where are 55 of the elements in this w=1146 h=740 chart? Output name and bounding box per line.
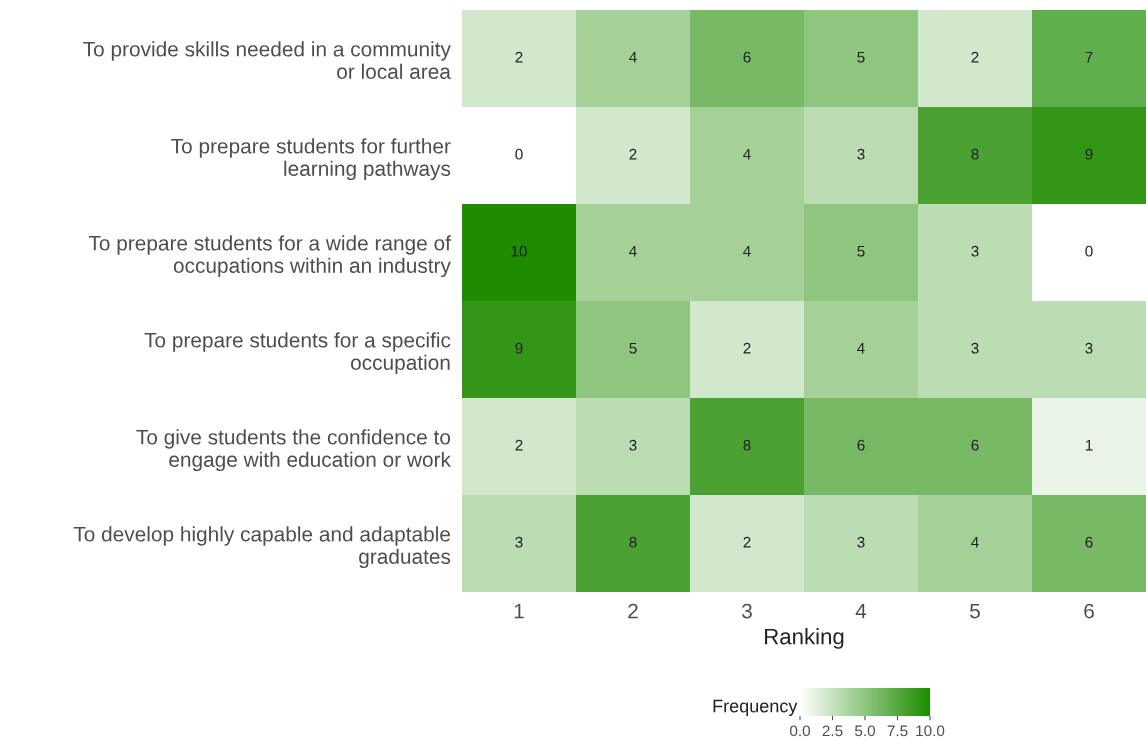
data-label: 5 (629, 342, 637, 354)
data-label: 0 (1085, 245, 1093, 257)
color-bar-label: 7.5 (887, 725, 908, 737)
data-label: 2 (629, 148, 637, 160)
data-label: 4 (629, 245, 637, 257)
x-tick-label: 1 (514, 603, 524, 619)
color-bar-label: 10.0 (916, 725, 945, 737)
x-tick-label: 5 (970, 603, 980, 619)
data-label: 7 (1085, 51, 1093, 63)
y-tick-label: To prepare students for a specific occupation (144, 332, 451, 375)
data-label: 8 (629, 536, 637, 548)
data-label: 2 (971, 51, 979, 63)
y-tick-label: To provide skills needed in a community or local area (83, 41, 451, 79)
data-label: 4 (743, 148, 751, 160)
color-bar-label: 0.0 (789, 725, 811, 737)
color-bar-label: 5.0 (854, 725, 876, 737)
data-label: 2 (743, 536, 751, 548)
color-bar-label: 2.5 (822, 725, 843, 737)
data-label: 2 (515, 439, 523, 451)
y-tick-label: To give students the confidence to engage with education or work (136, 429, 451, 472)
data-label: 6 (971, 439, 979, 451)
data-label: 4 (629, 51, 637, 63)
data-label: 6 (1085, 536, 1093, 548)
data-label: 8 (743, 439, 751, 451)
data-label: 3 (857, 536, 865, 548)
x-tick-label: 6 (1084, 603, 1094, 619)
data-label: 2 (743, 342, 751, 354)
data-label: 3 (1085, 342, 1093, 354)
data-label: 5 (857, 51, 865, 63)
data-label: 3 (629, 439, 637, 451)
data-label: 4 (857, 342, 865, 354)
y-tick-label: To prepare students for a wide range of occupations within an industry (88, 235, 451, 278)
data-label: 3 (971, 342, 979, 354)
y-tick-label: To prepare students for further learning pathways (171, 138, 451, 181)
data-label: 9 (1085, 148, 1093, 160)
x-tick-label: 2 (628, 603, 638, 619)
data-label: 1 (1085, 439, 1093, 451)
x-axis-title: Ranking (765, 628, 844, 649)
data-label: 3 (857, 148, 865, 160)
data-label: 6 (857, 439, 865, 451)
data-label: 10 (511, 245, 527, 257)
data-label: 0 (515, 148, 523, 160)
x-tick-label: 4 (855, 603, 867, 619)
data-label: 3 (971, 245, 979, 257)
data-label: 3 (515, 536, 523, 548)
data-label: 4 (743, 245, 751, 257)
y-tick-label: To develop highly capable and adaptable graduates (73, 526, 451, 569)
data-label: 4 (971, 536, 979, 548)
x-tick-label: 3 (742, 603, 752, 619)
data-label: 8 (971, 148, 979, 160)
data-label: 5 (857, 245, 865, 257)
color-bar-title: Frequency (713, 699, 798, 716)
data-label: 9 (515, 342, 523, 354)
data-label: 6 (743, 51, 751, 63)
data-label: 2 (515, 51, 523, 63)
